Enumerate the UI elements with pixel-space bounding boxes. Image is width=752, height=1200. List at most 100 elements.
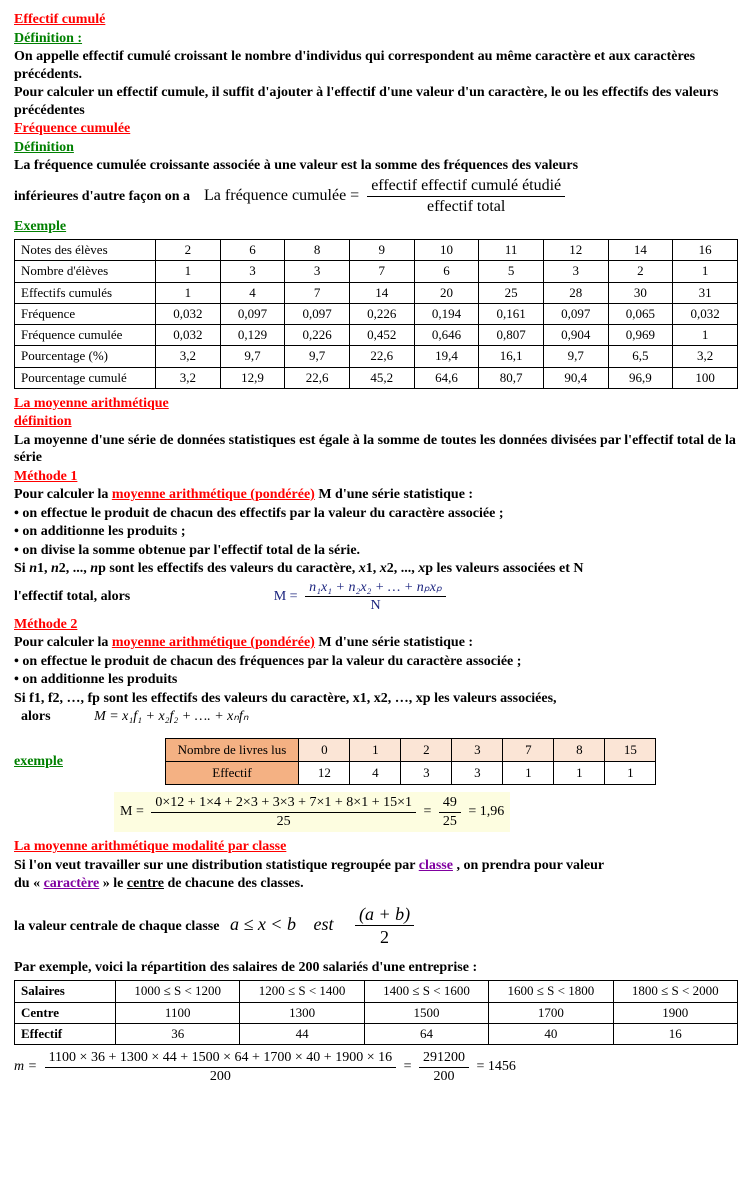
example-label: Exemple xyxy=(14,218,738,236)
cell: 2 xyxy=(608,261,673,282)
orange-cell: 3 xyxy=(452,762,503,785)
cell: 1800 ≤ S < 2000 xyxy=(613,981,737,1002)
cell: 1100 xyxy=(116,1002,240,1023)
methode2-text1: Pour calculer la moyenne arithmétique (p… xyxy=(14,634,738,652)
example2-label: exemple xyxy=(14,753,63,771)
orange-header: 1 xyxy=(350,738,401,761)
orange-header: 3 xyxy=(452,738,503,761)
cell: 0,032 xyxy=(156,303,221,324)
freq-formula-lead: inférieures d'autre façon on a xyxy=(14,189,190,204)
cl-car: caractère xyxy=(44,876,100,891)
cell: 0,226 xyxy=(285,325,350,346)
cell: 0,161 xyxy=(479,303,544,324)
orange-cell: 3 xyxy=(401,762,452,785)
cl-t2a: du « xyxy=(14,876,44,891)
freq-text: La fréquence cumulée croissante associée… xyxy=(14,157,738,175)
orange-cell: 4 xyxy=(350,762,401,785)
m1-fnum: n₁x₁ + n₂x₂ + … + nₚxₚ xyxy=(305,579,446,598)
cell: 0,807 xyxy=(479,325,544,346)
salaires-table: Salaires1000 ≤ S < 12001200 ≤ S < 140014… xyxy=(14,980,738,1045)
cell: 64 xyxy=(364,1023,488,1044)
methode2-text3: alors M = x₁f₁ + x₂f₂ + …. + xₙfₙ xyxy=(14,708,738,726)
m1s1: Si xyxy=(14,561,29,576)
cell: 100 xyxy=(673,367,738,388)
cell: 1300 xyxy=(240,1002,364,1023)
cell: 8 xyxy=(285,240,350,261)
row-label: Notes des élèves xyxy=(15,240,156,261)
cell: 90,4 xyxy=(543,367,608,388)
cell: 96,9 xyxy=(608,367,673,388)
cell: 4 xyxy=(220,282,285,303)
orange-header: 15 xyxy=(605,738,656,761)
cell: 7 xyxy=(285,282,350,303)
methode1-b1: • on effectue le produit de chacun des e… xyxy=(14,505,738,523)
cell: 1 xyxy=(156,261,221,282)
cell: 16,1 xyxy=(479,346,544,367)
cell: 1200 ≤ S < 1400 xyxy=(240,981,364,1002)
orange-cell: 1 xyxy=(605,762,656,785)
cell: 1 xyxy=(156,282,221,303)
table-row: Fréquence cumulée0,0320,1290,2260,4520,6… xyxy=(15,325,738,346)
orange-table: Nombre de livres lus01237815 Effectif124… xyxy=(165,738,657,786)
data-table: Notes des élèves26891011121416Nombre d'é… xyxy=(14,239,738,389)
cell: 0,065 xyxy=(608,303,673,324)
e2num: 0×12 + 1×4 + 2×3 + 3×3 + 7×1 + 8×1 + 15×… xyxy=(151,794,416,813)
m1-fm: M = xyxy=(274,589,298,604)
cell: 45,2 xyxy=(349,367,414,388)
cell: 9,7 xyxy=(220,346,285,367)
methode2-b1: • on effectue le produit de chacun des f… xyxy=(14,653,738,671)
m2-t1b: M d'une série statistique : xyxy=(315,635,473,650)
row-label: Nombre d'élèves xyxy=(15,261,156,282)
orange-header: 0 xyxy=(299,738,350,761)
orange-row-label: Effectif xyxy=(165,762,299,785)
cell: 6,5 xyxy=(608,346,673,367)
cell: 6 xyxy=(220,240,285,261)
table-row: Centre11001300150017001900 xyxy=(15,1002,738,1023)
m1-t3: l'effectif total, alors xyxy=(14,589,130,604)
cell: 1700 xyxy=(489,1002,613,1023)
definition-text-1a: On appelle effectif cumulé croissant le … xyxy=(14,48,738,83)
cl-t1a: Si l'on veut travailler sur une distribu… xyxy=(14,858,419,873)
table-row: Pourcentage cumulé3,212,922,645,264,680,… xyxy=(15,367,738,388)
heading-effectif-cumule: Effectif cumulé xyxy=(14,11,738,29)
m2-formula: M = x₁f₁ + x₂f₂ + …. + xₙfₙ xyxy=(94,709,248,724)
cell: 0,452 xyxy=(349,325,414,346)
moyenne-def-label: définition xyxy=(14,413,738,431)
table-row: Nombre d'élèves133765321 xyxy=(15,261,738,282)
row-label: Pourcentage cumulé xyxy=(15,367,156,388)
m1-fden: N xyxy=(305,597,446,615)
sal-num2: 291200 xyxy=(419,1049,469,1068)
cell: 16 xyxy=(673,240,738,261)
cell: 0,226 xyxy=(349,303,414,324)
heading-methode1: Méthode 1 xyxy=(14,468,738,486)
m2-t3: alors xyxy=(21,709,51,724)
cell: 0,646 xyxy=(414,325,479,346)
cl-fA: a ≤ x < b xyxy=(230,914,296,934)
salaires-calc: m = 1100 × 36 + 1300 × 44 + 1500 × 64 + … xyxy=(14,1049,738,1085)
table-row: Effectif3644644016 xyxy=(15,1023,738,1044)
row-label: Fréquence xyxy=(15,303,156,324)
cell: 1500 xyxy=(364,1002,488,1023)
cl-fden: 2 xyxy=(355,926,414,949)
methode2-b2: • on additionne les produits xyxy=(14,671,738,689)
cell: 3 xyxy=(220,261,285,282)
cell: 40 xyxy=(489,1023,613,1044)
freq-formula-label: La fréquence cumulée = xyxy=(204,187,359,204)
table-row: Effectifs cumulés147142025283031 xyxy=(15,282,738,303)
cell: 9 xyxy=(349,240,414,261)
orange-header: 7 xyxy=(503,738,554,761)
heading-moyenne: La moyenne arithmétique xyxy=(14,395,738,413)
cell: 1000 ≤ S < 1200 xyxy=(116,981,240,1002)
methode1-text2: Si n1, n2, ..., np sont les effectifs de… xyxy=(14,560,738,578)
row-label: Salaires xyxy=(15,981,116,1002)
cell: 3 xyxy=(543,261,608,282)
classe-text2: du « caractère » le centre de chacune de… xyxy=(14,875,738,893)
cell: 80,7 xyxy=(479,367,544,388)
cell: 10 xyxy=(414,240,479,261)
cell: 0,032 xyxy=(673,303,738,324)
cell: 14 xyxy=(349,282,414,303)
table-row: Fréquence0,0320,0970,0970,2260,1940,1610… xyxy=(15,303,738,324)
m1s5: 1, xyxy=(366,561,380,576)
row-label: Fréquence cumulée xyxy=(15,325,156,346)
cell: 0,129 xyxy=(220,325,285,346)
